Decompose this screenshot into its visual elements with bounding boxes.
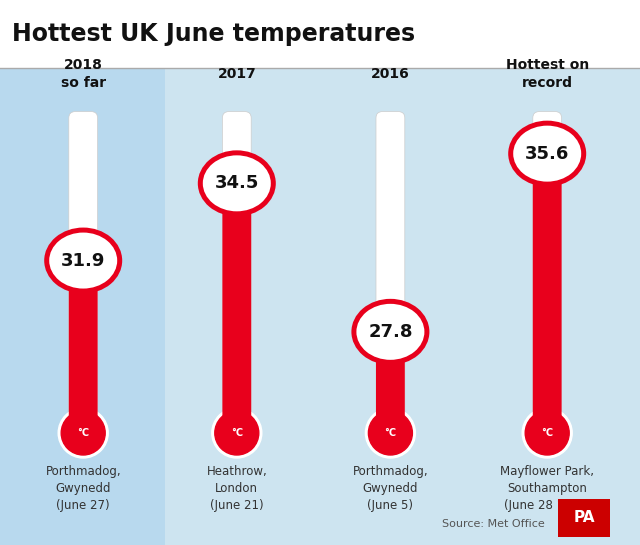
Text: 35.6: 35.6 bbox=[525, 144, 570, 162]
Ellipse shape bbox=[203, 155, 271, 211]
FancyBboxPatch shape bbox=[376, 112, 405, 421]
Text: 2017: 2017 bbox=[218, 67, 256, 81]
Ellipse shape bbox=[513, 126, 581, 181]
FancyBboxPatch shape bbox=[69, 254, 97, 421]
Circle shape bbox=[365, 408, 415, 458]
Text: °C: °C bbox=[541, 428, 553, 438]
Text: Porthmadog,
Gwynedd
(June 5): Porthmadog, Gwynedd (June 5) bbox=[353, 465, 428, 512]
Bar bbox=[0, 68, 165, 545]
Text: Source: Met Office: Source: Met Office bbox=[442, 519, 545, 529]
Text: Porthmadog,
Gwynedd
(June 27): Porthmadog, Gwynedd (June 27) bbox=[45, 465, 121, 512]
FancyBboxPatch shape bbox=[223, 177, 252, 421]
Text: °C: °C bbox=[77, 428, 89, 438]
Ellipse shape bbox=[508, 120, 586, 186]
Bar bbox=[0, 68, 640, 545]
Circle shape bbox=[58, 408, 108, 458]
Text: PA: PA bbox=[573, 511, 595, 525]
Text: 27.8: 27.8 bbox=[368, 323, 413, 341]
Text: 31.9: 31.9 bbox=[61, 252, 106, 270]
FancyBboxPatch shape bbox=[69, 112, 97, 421]
Circle shape bbox=[369, 411, 412, 455]
Ellipse shape bbox=[44, 228, 122, 294]
FancyBboxPatch shape bbox=[376, 325, 405, 421]
Text: Hottest on
record: Hottest on record bbox=[506, 58, 589, 89]
Text: Mayflower Park,
Southampton
(June 28 1976): Mayflower Park, Southampton (June 28 197… bbox=[500, 465, 594, 512]
Circle shape bbox=[525, 411, 569, 455]
Ellipse shape bbox=[49, 233, 117, 288]
Text: Hottest UK June temperatures: Hottest UK June temperatures bbox=[12, 22, 415, 46]
Text: °C: °C bbox=[231, 428, 243, 438]
Bar bbox=[558, 499, 610, 537]
Text: 34.5: 34.5 bbox=[214, 174, 259, 192]
Circle shape bbox=[212, 408, 262, 458]
Circle shape bbox=[61, 411, 105, 455]
Text: Heathrow,
London
(June 21): Heathrow, London (June 21) bbox=[207, 465, 267, 512]
Ellipse shape bbox=[356, 304, 424, 360]
Text: °C: °C bbox=[385, 428, 396, 438]
Circle shape bbox=[522, 408, 572, 458]
Ellipse shape bbox=[351, 299, 429, 365]
FancyBboxPatch shape bbox=[533, 112, 562, 421]
FancyBboxPatch shape bbox=[533, 147, 562, 421]
Text: 2018
so far: 2018 so far bbox=[61, 58, 106, 89]
Bar bbox=[0, 0, 640, 68]
Text: 2016: 2016 bbox=[371, 67, 410, 81]
Circle shape bbox=[215, 411, 259, 455]
FancyBboxPatch shape bbox=[223, 112, 252, 421]
Ellipse shape bbox=[198, 150, 276, 216]
